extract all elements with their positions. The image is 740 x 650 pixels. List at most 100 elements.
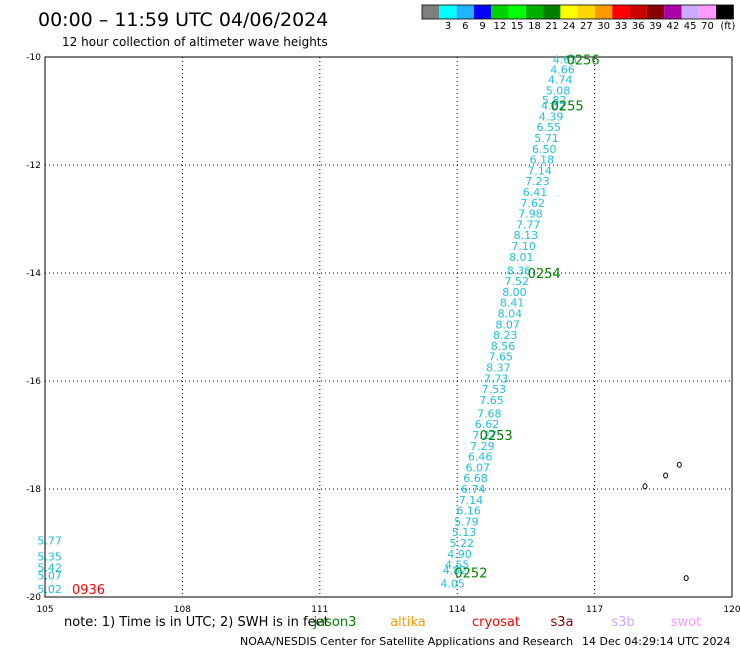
colorbar-label: 42 (666, 21, 679, 32)
wave-height-point: 6.68 (463, 472, 488, 485)
colorbar-label: 6 (462, 21, 468, 32)
wave-height-point: 6.62 (475, 418, 500, 431)
colorbar-swatch (439, 5, 457, 19)
x-tick-label: 105 (36, 605, 53, 615)
wave-height-point: 8.37 (486, 362, 511, 375)
colorbar-swatch (612, 5, 630, 19)
colorbar-label: 21 (545, 21, 558, 32)
legend-entry: altika (390, 615, 426, 630)
y-tick-label: -10 (26, 53, 41, 63)
colorbar: 3 6 9 12 15 18 21 24 27 30 33 36 39 42 45 70 (ft) (421, 4, 735, 32)
wave-height-point: 5.77 (37, 534, 62, 547)
wave-height-point: 7.77 (516, 218, 541, 231)
colorbar-label: 30 (597, 21, 610, 32)
chart-title: 00:00 – 11:59 UTC 04/06/2024 (38, 9, 328, 31)
wave-height-point: 6.41 (523, 186, 548, 199)
colorbar-label: 9 (479, 21, 485, 32)
island-outline (663, 472, 669, 479)
wave-height-point: 6.50 (532, 143, 557, 156)
wave-height-point: 6.18 (530, 154, 555, 167)
wave-height-point: 7.98 (518, 208, 543, 221)
wave-height-point: 8.56 (491, 340, 516, 353)
wave-height-point: 6.55 (537, 121, 562, 134)
colorbar-swatch (646, 5, 665, 19)
pass-time-label: 0253 (480, 429, 513, 444)
island-outline (683, 575, 689, 582)
pass-time-label: 0252 (454, 567, 487, 582)
wave-height-point: 8.01 (509, 251, 534, 264)
wave-height-point: 7.68 (477, 407, 502, 420)
colorbar-swatch (595, 5, 613, 19)
colorbar-label: 39 (649, 21, 662, 32)
colorbar-swatch (491, 5, 509, 19)
colorbar-swatch (456, 5, 474, 19)
colorbar-swatch (473, 5, 492, 19)
wave-height-point: 5.79 (454, 515, 479, 528)
x-tick-label: 120 (723, 605, 740, 615)
x-tick-label: 117 (586, 605, 603, 615)
wave-height-point: 5.35 (37, 551, 62, 564)
colorbar-swatch (422, 5, 440, 19)
legend-entry: swot (671, 615, 701, 630)
legend-entry: s3a (550, 615, 573, 630)
wave-height-point: 4.90 (447, 548, 472, 561)
wave-height-point: 4.74 (548, 74, 573, 87)
wave-height-point: 5.07 (37, 569, 62, 582)
x-tick-label: 114 (449, 605, 466, 615)
header: 00:00 – 11:59 UTC 04/06/2024 12 hour col… (38, 9, 328, 49)
x-tick-label: 108 (174, 605, 191, 615)
legend-entry: cryosat (472, 615, 520, 630)
wave-height-point: 8.36 (507, 264, 532, 277)
colorbar-unit: (ft) (720, 21, 735, 32)
pass-time-label: 0256 (567, 54, 600, 69)
wave-height-point: 6.74 (461, 483, 486, 496)
island-outline (642, 483, 648, 490)
wave-height-point: 5.42 (37, 561, 62, 574)
y-tick-label: -16 (26, 377, 41, 387)
pass-time-label: 0936 (72, 583, 105, 598)
wave-height-point: 4.05 (440, 578, 465, 591)
wave-height-point: 7.65 (488, 351, 513, 364)
colorbar-swatch (629, 5, 647, 19)
wave-height-point: 5.08 (546, 84, 571, 97)
satellite-legend: jason3 altika cryosat s3a s3b swot (313, 615, 702, 630)
island-outline (676, 461, 682, 468)
colorbar-swatch (664, 5, 682, 19)
wave-height-point: 8.23 (493, 329, 518, 342)
wave-height-point: 7.65 (479, 394, 504, 407)
y-tick-label: -20 (26, 593, 41, 603)
wave-height-point: 7.52 (504, 275, 529, 288)
colorbar-label: 15 (511, 21, 524, 32)
wave-height-point: 8.04 (498, 308, 523, 321)
wave-height-point: 6.46 (468, 451, 493, 464)
footer-note: note: 1) Time is in UTC; 2) SWH is in fe… (64, 615, 329, 630)
wave-height-point: 7.14 (459, 494, 484, 507)
wave-height-point: 4.55 (445, 559, 470, 572)
pass-time-label: 0255 (551, 100, 584, 115)
wave-height-point: 6.07 (466, 461, 491, 474)
colorbar-swatch (681, 5, 699, 19)
wave-height-point: 7.53 (482, 383, 507, 396)
wave-height-point: 4.63 (553, 54, 578, 67)
wave-height-point: 4.66 (550, 63, 575, 76)
wave-height-point: 4.39 (539, 110, 564, 123)
y-tick-label: -12 (26, 161, 41, 171)
colorbar-frame (421, 4, 734, 20)
colorbar-label: 27 (580, 21, 593, 32)
wave-height-point: 8.07 (495, 318, 520, 331)
wave-height-point: 6.16 (456, 505, 481, 518)
wave-height-point: 7.62 (521, 197, 546, 210)
colorbar-label: 18 (528, 21, 541, 32)
wave-height-point: 7.73 (484, 372, 509, 385)
wave-height-point: 7.27 (472, 429, 497, 442)
wave-height-point: 8.00 (502, 286, 527, 299)
wave-height-point: 5.02 (37, 583, 62, 596)
wave-height-point: 5.22 (450, 537, 475, 550)
colorbar-swatch (525, 5, 544, 19)
colorbar-label: 36 (632, 21, 645, 32)
colorbar-swatch (543, 5, 561, 19)
wave-height-point: 4.62 (541, 100, 566, 113)
colorbar-label: 45 (684, 21, 697, 32)
wave-height-point: 5.82 (542, 94, 567, 107)
plot-area: 105 108 111 114 117 120 -10 -12 -14 -16 -18 -20 4.63… (26, 53, 740, 615)
